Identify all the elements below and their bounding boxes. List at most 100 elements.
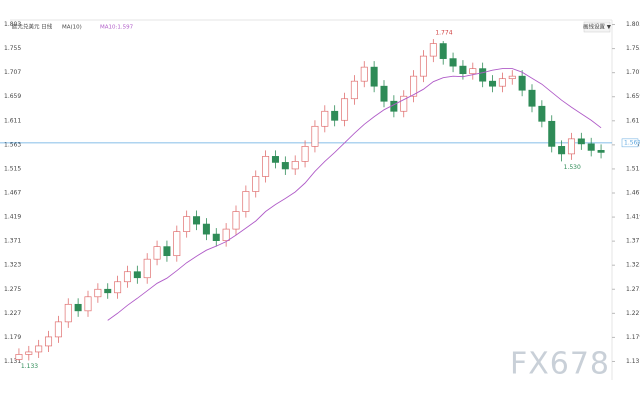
- candle-body: [331, 110, 339, 121]
- y-tick-label-right: 1.611: [626, 117, 640, 124]
- y-tick-label: 1.131: [4, 358, 21, 365]
- candle-body: [370, 66, 378, 87]
- candle-body: [193, 216, 201, 225]
- y-tick-label-right: 1.227: [626, 310, 640, 317]
- candle-body: [508, 75, 516, 80]
- candle-body: [232, 211, 240, 230]
- candle-body: [587, 143, 595, 151]
- y-tick-label: 1.659: [4, 93, 21, 100]
- candle-body: [350, 80, 358, 100]
- y-tick-label-right: 1.467: [626, 189, 640, 196]
- candle-body: [212, 233, 220, 241]
- candle-body: [469, 68, 477, 75]
- candle-body: [459, 65, 467, 75]
- y-tick-label-right: 1.707: [626, 69, 640, 76]
- y-tick-label: 1.803: [4, 21, 21, 28]
- candle-body: [567, 138, 575, 155]
- y-tick-label: 1.563: [4, 141, 21, 148]
- candle-body: [518, 75, 526, 91]
- candle-body: [449, 58, 457, 67]
- y-tick-label: 1.755: [4, 45, 21, 52]
- candle-body: [123, 271, 131, 283]
- candle-body: [94, 288, 102, 298]
- candle-body: [400, 95, 408, 112]
- watermark: FX678: [510, 347, 610, 382]
- candle-body: [202, 223, 210, 235]
- candle-body: [143, 258, 151, 279]
- candle-body: [548, 120, 556, 147]
- current-price-box: [621, 138, 639, 148]
- settings-button[interactable]: [583, 21, 611, 33]
- candle-body: [410, 75, 418, 97]
- candle-body: [419, 55, 427, 77]
- ma-line: [107, 68, 602, 321]
- candle-body: [114, 281, 122, 294]
- candle-body: [498, 78, 506, 87]
- current-price-label: 1.567: [624, 139, 640, 146]
- candle-body: [163, 246, 171, 257]
- y-tick-label-right: 1.131: [626, 358, 640, 365]
- candle-body: [597, 150, 605, 153]
- y-tick-label-right: 1.515: [626, 165, 640, 172]
- y-tick-label: 1.323: [4, 262, 21, 269]
- candle-body: [222, 228, 230, 241]
- y-tick-label: 1.275: [4, 286, 21, 293]
- candle-body: [64, 303, 72, 323]
- candle-body: [45, 336, 53, 347]
- candle-body: [104, 288, 112, 294]
- candle-body: [74, 303, 82, 312]
- y-tick-label: 1.611: [4, 117, 21, 124]
- y-tick-label-right: 1.371: [626, 238, 640, 245]
- candle-body: [291, 161, 299, 170]
- y-tick-label: 1.179: [4, 334, 21, 341]
- candle-body: [489, 80, 497, 87]
- candle-body: [479, 68, 487, 82]
- chart-title: 欧元兑美元 日线: [12, 23, 53, 31]
- candle-body: [242, 191, 250, 212]
- candle-body: [301, 146, 309, 162]
- candle-body: [252, 176, 260, 192]
- y-tick-label-right: 1.755: [626, 45, 640, 52]
- candle-body: [54, 321, 62, 338]
- candle-body: [84, 296, 92, 312]
- candle-body: [321, 110, 329, 127]
- candle-body: [262, 156, 270, 177]
- y-tick-label-right: 1.803: [626, 21, 640, 28]
- y-tick-label-right: 1.323: [626, 262, 640, 269]
- extreme-label: 1.530: [564, 164, 581, 171]
- candle-body: [173, 231, 181, 257]
- y-tick-label-right: 1.659: [626, 93, 640, 100]
- y-tick-label: 1.371: [4, 238, 21, 245]
- candle-body: [429, 43, 437, 57]
- candle-body: [15, 354, 23, 360]
- y-tick-label: 1.707: [4, 69, 21, 76]
- y-tick-label-right: 1.275: [626, 286, 640, 293]
- settings-button-label[interactable]: 画线设置 ▼: [583, 23, 612, 31]
- y-tick-label: 1.515: [4, 165, 21, 172]
- candle-body: [558, 146, 566, 155]
- candle-body: [183, 216, 191, 232]
- candle-body: [133, 271, 141, 279]
- candle-body: [439, 43, 447, 59]
- candle-body: [153, 246, 161, 260]
- candle-body: [577, 138, 585, 145]
- y-tick-label: 1.227: [4, 310, 21, 317]
- candle-body: [341, 98, 349, 121]
- candle-body: [271, 156, 279, 163]
- extreme-label: 1.774: [435, 30, 452, 37]
- candle-body: [380, 85, 388, 102]
- y-tick-label-right: 1.419: [626, 214, 640, 221]
- candle-body: [311, 125, 319, 147]
- candle-body: [25, 351, 33, 355]
- y-tick-label: 1.467: [4, 189, 21, 196]
- extreme-label: 1.133: [21, 363, 38, 370]
- candle-body: [35, 345, 43, 353]
- candle-body: [538, 105, 546, 122]
- indicator-label: MA(10): [62, 25, 82, 31]
- candle-body: [528, 89, 536, 107]
- candle-body: [360, 66, 368, 82]
- ma-label: MA10:1.597: [100, 25, 134, 31]
- y-tick-label-right: 1.179: [626, 334, 640, 341]
- candle-body: [281, 162, 289, 170]
